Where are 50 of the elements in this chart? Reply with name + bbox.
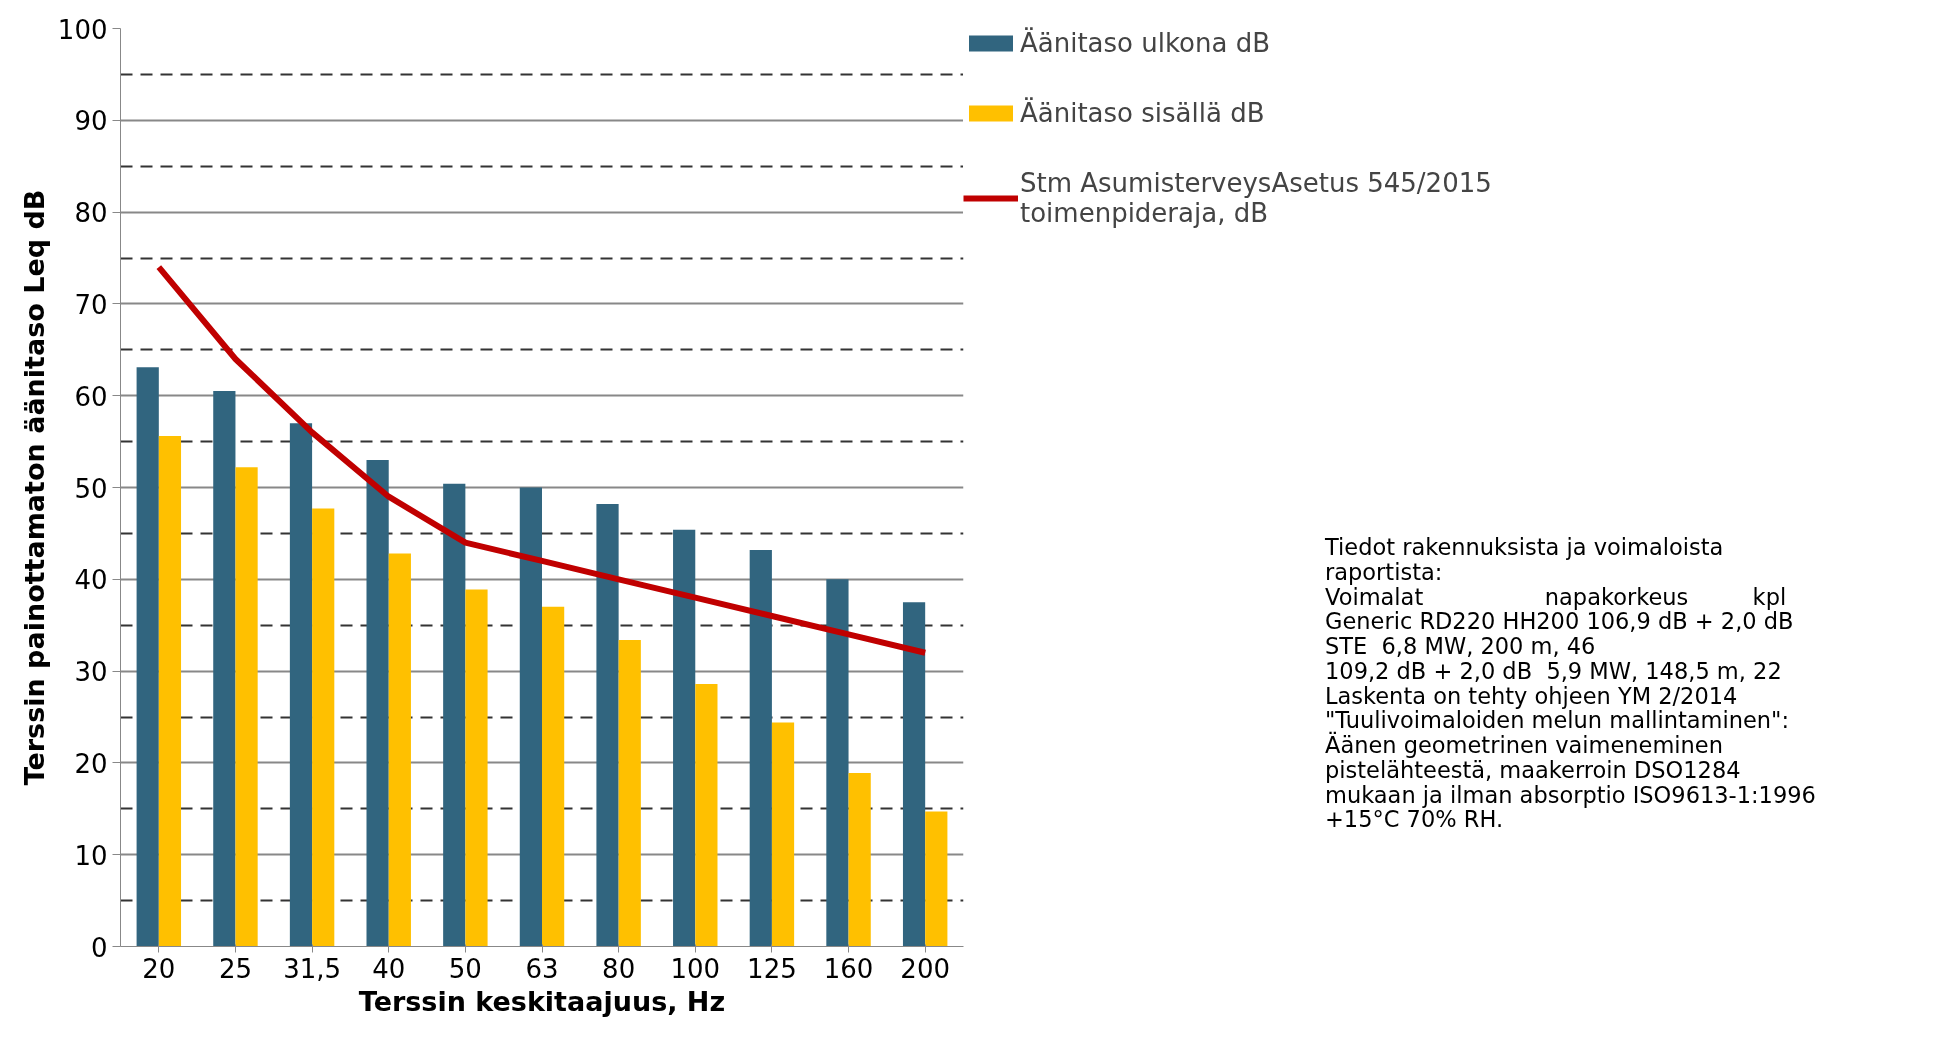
bar [465, 589, 488, 947]
bar [848, 773, 871, 947]
x-tick-label: 125 [747, 953, 797, 984]
y-axis-title: Terssin painottamaton äänitaso Leq dB [18, 189, 50, 786]
x-tick-label: 100 [670, 953, 721, 984]
legend-label: Äänitaso ulkona dB [1020, 28, 1271, 58]
bar [388, 553, 411, 947]
y-tick-label: 30 [74, 657, 108, 688]
x-tick-label: 31,5 [283, 953, 342, 984]
bar [443, 483, 466, 947]
bar [618, 639, 641, 947]
y-tick-label: 0 [90, 932, 108, 963]
x-tick-label: 50 [448, 953, 482, 984]
y-tick-label: 80 [74, 198, 108, 229]
bar [925, 811, 948, 947]
bar [902, 602, 926, 947]
x-tick-label: 80 [602, 953, 636, 984]
legend-label: Äänitaso sisällä dB [1020, 98, 1265, 128]
legend-label: Stm AsumisterveysAsetus 545/2015 toimenpideraja, dB [1020, 168, 1492, 228]
bar [542, 606, 565, 947]
text: Tiedot rakennuksista ja voimaloista raportista: Voimalat napakorkeus kpl Generic RD220 HH200 106,9 dB + 2,0 dB STE 6,8 MW, 200 m, 46 109,2 dB + 2,0 dB 5,9 MW, 148,5 m, 22 Laskenta on tehty ohjeen YM 2/2014 "Tuulivoimaloiden melun mallintaminen": Äänen geometrinen vaimeneminen pistelähteestä, maakerroin DSO1284 mukaan ja ilman absorptio ISO9613-1:1996 +15°C 70% RH. [1325, 534, 1816, 833]
bar [519, 487, 542, 947]
bar [312, 508, 335, 947]
x-tick-label: 160 [823, 953, 874, 984]
bar [213, 391, 236, 947]
bar [596, 504, 619, 947]
bar [158, 436, 182, 947]
y-tick-label: 60 [74, 381, 108, 412]
y-tick-label: 50 [74, 473, 108, 504]
bar [695, 683, 718, 947]
y-tick-label: 20 [74, 748, 108, 779]
bar [235, 467, 258, 947]
x-tick-label: 25 [218, 953, 253, 984]
bar [749, 549, 772, 947]
bar [673, 529, 696, 947]
x-tick-label: 40 [372, 953, 406, 984]
y-tick-label: 100 [57, 14, 108, 45]
x-tick-label: 20 [142, 953, 176, 984]
x-tick-label: 200 [900, 953, 951, 984]
x-tick-label: 63 [525, 953, 559, 984]
y-tick-label: 10 [74, 840, 108, 871]
bar [771, 722, 795, 947]
y-tick-label: 90 [74, 106, 108, 137]
y-tick-label: 70 [74, 289, 108, 320]
bar [289, 423, 313, 947]
bar [826, 579, 849, 947]
bar [366, 459, 389, 947]
y-tick-label: 40 [74, 565, 108, 596]
x-axis-title: Terssin keskitaajuus, Hz [358, 985, 726, 1017]
bar [136, 367, 159, 947]
